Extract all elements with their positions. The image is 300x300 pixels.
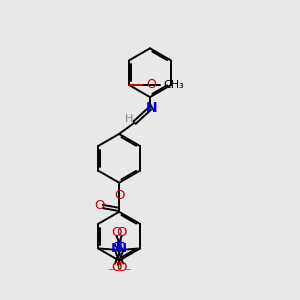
Text: O: O — [146, 78, 156, 92]
Text: H: H — [125, 114, 134, 124]
Text: N: N — [146, 101, 158, 115]
Text: O: O — [116, 261, 127, 274]
Text: N: N — [116, 242, 127, 255]
Text: O: O — [94, 199, 104, 212]
Text: O: O — [116, 226, 127, 239]
Text: ⁻: ⁻ — [124, 266, 131, 280]
Text: O: O — [111, 226, 122, 239]
Text: +: + — [116, 238, 124, 248]
Text: N: N — [111, 242, 122, 255]
Text: +: + — [113, 238, 122, 248]
Text: CH₃: CH₃ — [164, 80, 184, 90]
Text: O: O — [115, 189, 125, 202]
Text: O: O — [111, 261, 122, 274]
Text: ⁻: ⁻ — [107, 267, 114, 280]
